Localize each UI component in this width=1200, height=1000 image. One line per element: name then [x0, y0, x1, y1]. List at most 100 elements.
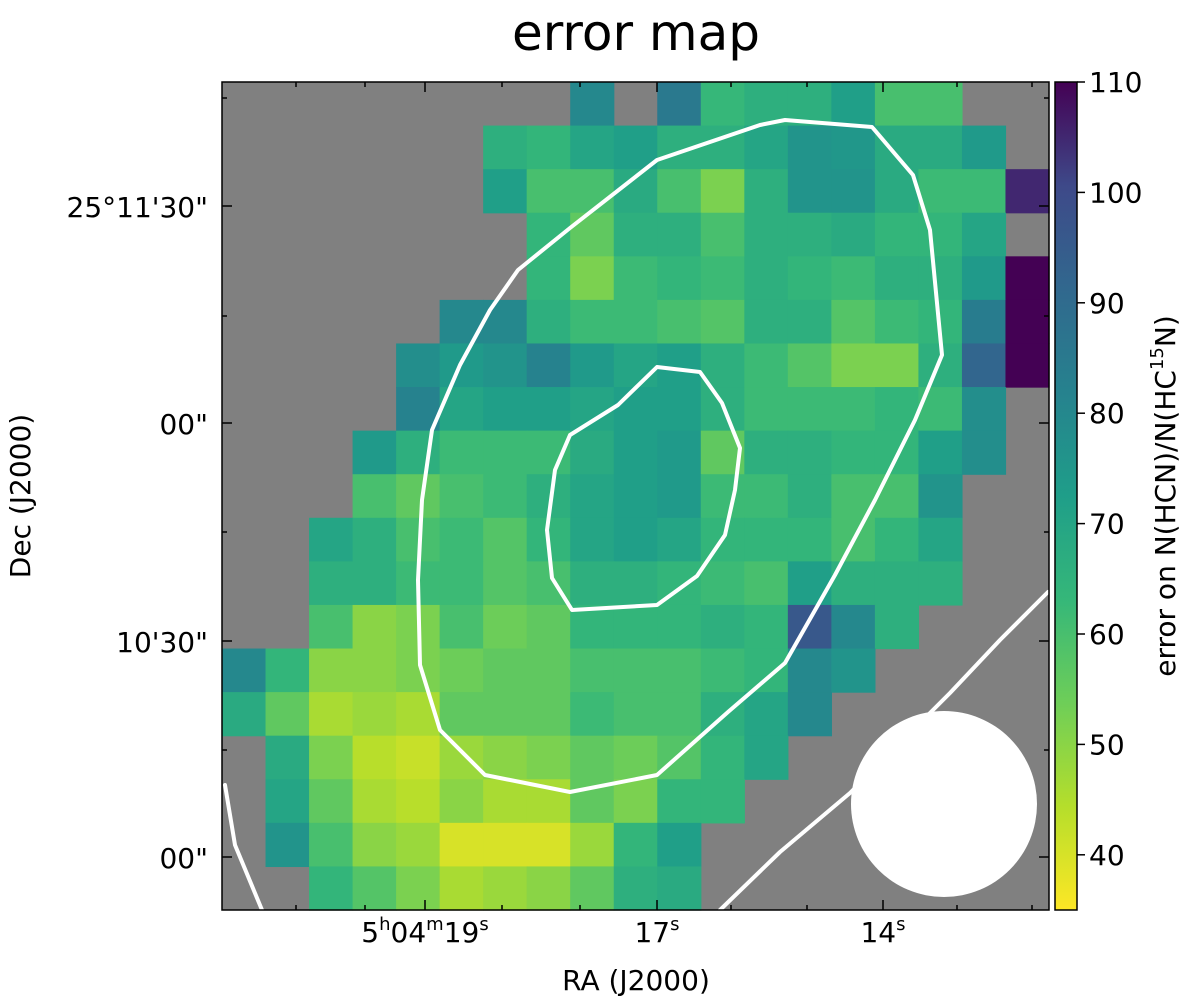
x-tick-labels: 5h04m19s 17s 14s: [361, 914, 905, 949]
heatmap-cell: [222, 692, 267, 737]
heatmap-cell: [744, 169, 789, 214]
heatmap-cell: [961, 212, 1007, 257]
heatmap-cell: [787, 561, 832, 606]
heatmap-cell: [396, 430, 441, 475]
colorbar-ticks: 40 50 60 70 80 90 100 110: [1077, 66, 1142, 872]
heatmap-cell: [657, 343, 702, 388]
heatmap-cell: [439, 561, 484, 606]
colorbar-label: error on N(HCN)/N(HC15N): [1147, 315, 1182, 677]
heatmap-cell: [831, 212, 876, 257]
heatmap-cell: [352, 648, 397, 693]
contour-outer: [416, 118, 944, 794]
heatmap-cell: [352, 822, 397, 868]
heatmap-cell: [613, 430, 658, 475]
heatmap-cell: [700, 735, 745, 780]
heatmap-cell: [352, 604, 397, 650]
heatmap-cell: [874, 256, 920, 301]
heatmap-cell: [309, 779, 354, 824]
heatmap-cell: [918, 256, 963, 301]
heatmap-cell: [657, 822, 702, 868]
heatmap-cell: [526, 299, 571, 345]
heatmap-cell: [918, 82, 963, 127]
heatmap-cell: [396, 474, 441, 519]
heatmap-cell: [483, 517, 528, 562]
heatmap-cell: [787, 125, 832, 170]
heatmap-cell: [831, 169, 876, 214]
heatmap-cell: [570, 343, 615, 388]
heatmap-cell: [309, 866, 354, 911]
heatmap-cell: [439, 692, 484, 737]
heatmap-cell: [657, 387, 702, 432]
x-tick-label-17s: 17s: [634, 914, 679, 949]
heatmap-cell: [700, 256, 745, 301]
colorbar-tick-label: 80: [1089, 397, 1125, 430]
heatmap-cell: [439, 648, 484, 693]
heatmap-cell: [309, 735, 354, 780]
heatmap-cell: [961, 387, 1007, 432]
heatmap-cell: [744, 517, 789, 562]
contour-inner: [545, 365, 742, 612]
heatmap-cell: [483, 604, 528, 650]
heatmap-cell: [744, 604, 789, 650]
heatmap-cell: [352, 430, 397, 475]
x-axis-label: RA (J2000): [562, 964, 710, 997]
heatmap-cell: [613, 256, 658, 301]
heatmap-cell: [1005, 343, 1050, 388]
heatmap-cell: [265, 822, 310, 868]
heatmap-cell: [831, 256, 876, 301]
heatmap-cell: [657, 212, 702, 257]
chart-title: error map: [512, 4, 760, 62]
heatmap-cell: [918, 169, 963, 214]
heatmap-cell: [526, 692, 571, 737]
heatmap-cell: [570, 430, 615, 475]
heatmap-cell: [222, 648, 267, 693]
heatmap-cell: [483, 474, 528, 519]
heatmap-cell: [613, 561, 658, 606]
heatmap-cell: [309, 648, 354, 693]
heatmap-cell: [439, 517, 484, 562]
heatmap-cell: [483, 561, 528, 606]
y-tick-label-2: 10'30": [116, 626, 208, 659]
heatmap-cell: [874, 212, 920, 257]
heatmap-cell: [483, 866, 528, 911]
heatmap-cell: [744, 387, 789, 432]
heatmap-cell: [526, 866, 571, 911]
heatmap-cell: [265, 692, 310, 737]
heatmap-cell: [700, 474, 745, 519]
heatmap-cell: [439, 604, 484, 650]
heatmap-cell: [787, 474, 832, 519]
heatmap-cell: [918, 125, 963, 170]
heatmap-cell: [439, 474, 484, 519]
heatmap-cell: [570, 517, 615, 562]
heatmap-cell: [483, 343, 528, 388]
heatmap-cell: [526, 604, 571, 650]
heatmap-cell: [352, 735, 397, 780]
heatmap-cell: [744, 648, 789, 693]
heatmap-cell: [483, 648, 528, 693]
heatmap-cell: [613, 343, 658, 388]
heatmap-cell: [613, 125, 658, 170]
heatmap-cell: [526, 169, 571, 214]
heatmap-cell: [570, 387, 615, 432]
beam-ellipse: [851, 711, 1037, 897]
heatmap-cell: [570, 692, 615, 737]
y-axis-label: Dec (J2000): [4, 414, 37, 578]
heatmap-cell: [396, 735, 441, 780]
heatmap-cell: [570, 256, 615, 301]
heatmap-cell: [744, 343, 789, 388]
colorbar-gradient: [1054, 81, 1078, 911]
heatmap-cell: [613, 299, 658, 345]
heatmap-cell: [700, 648, 745, 693]
heatmap-cell: [483, 779, 528, 824]
heatmap-cell: [657, 82, 702, 127]
heatmap-cell: [700, 299, 745, 345]
heatmap-cell: [744, 430, 789, 475]
heatmap-cell: [657, 866, 702, 911]
heatmap-cell: [570, 299, 615, 345]
heatmap-cell: [439, 822, 484, 868]
heatmap-cell: [657, 692, 702, 737]
heatmap-cell: [700, 561, 745, 606]
heatmap-cell: [570, 82, 615, 127]
heatmap-cell: [657, 430, 702, 475]
heatmap-cell: [831, 387, 876, 432]
